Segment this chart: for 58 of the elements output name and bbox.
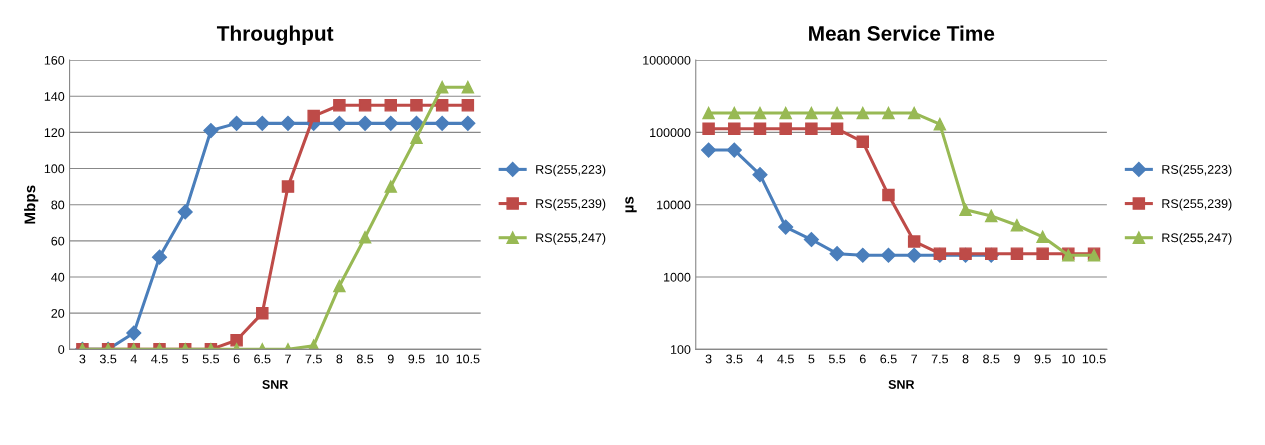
legend-label: RS(255,239) — [1162, 198, 1232, 211]
x-axis-title: SNR — [262, 380, 289, 389]
chart-title: Mean Service Time — [809, 25, 995, 41]
y-tick-label: 140 — [44, 92, 65, 101]
x-tick-label: 6 — [859, 354, 866, 364]
x-tick-label: 10 — [436, 354, 449, 364]
y-tick-label: 20 — [51, 308, 65, 318]
y-tick-label: 1000000 — [643, 55, 691, 65]
y-axis-title: Mbps — [24, 185, 39, 224]
y-tick-label: 1000 — [664, 272, 691, 282]
x-tick-label: 3.5 — [726, 354, 743, 364]
y-tick-label: 120 — [44, 128, 65, 138]
y-tick-label: 60 — [51, 236, 65, 246]
legend-label: RS(255,247) — [1162, 233, 1232, 245]
x-tick-label: 8 — [336, 354, 343, 364]
x-tick-label: 6 — [233, 354, 240, 364]
x-tick-label: 8 — [962, 354, 969, 364]
legend-label: RS(255,223) — [1162, 164, 1232, 177]
legend-label: RS(255,247) — [536, 233, 606, 245]
x-tick-label: 5 — [808, 354, 815, 364]
x-tick-label: 3.5 — [99, 354, 117, 364]
x-tick-label: 7 — [285, 354, 291, 364]
x-tick-label: 7.5 — [931, 354, 949, 364]
x-tick-label: 9.5 — [408, 354, 425, 364]
x-tick-label: 9 — [1014, 354, 1020, 364]
x-tick-label: 3 — [705, 354, 712, 364]
y-tick-label: 100 — [670, 345, 691, 354]
x-tick-label: 7 — [911, 354, 918, 364]
legend-label: RS(255,239) — [536, 198, 606, 211]
x-axis-title: SNR — [888, 380, 915, 389]
x-tick-label: 6.5 — [254, 354, 271, 364]
x-tick-label: 6.5 — [880, 354, 897, 364]
x-tick-label: 5.5 — [202, 354, 220, 364]
x-tick-label: 9.5 — [1034, 354, 1051, 364]
x-tick-label: 4.5 — [777, 354, 794, 364]
x-tick-label: 7.5 — [305, 354, 322, 364]
x-tick-label: 4.5 — [151, 354, 168, 364]
x-tick-label: 10.5 — [1082, 354, 1106, 364]
x-tick-label: 4 — [756, 354, 764, 364]
chart-title: Throughput — [216, 25, 334, 46]
x-tick-label: 10 — [1062, 354, 1075, 364]
y-tick-label: 0 — [58, 345, 65, 354]
y-tick-label: 10000 — [657, 200, 691, 210]
x-tick-label: 10.5 — [456, 354, 480, 364]
x-tick-label: 5.5 — [828, 354, 846, 364]
x-tick-label: 8.5 — [983, 354, 1000, 364]
y-tick-label: 100000 — [650, 128, 691, 138]
legend-label: RS(255,223) — [536, 164, 606, 177]
x-tick-label: 8.5 — [356, 354, 374, 364]
x-tick-label: 9 — [387, 354, 394, 364]
y-tick-label: 100 — [44, 164, 65, 174]
x-tick-label: 5 — [182, 354, 189, 364]
y-axis-title: µs — [625, 196, 637, 213]
y-tick-label: 160 — [44, 55, 65, 65]
y-tick-label: 40 — [51, 272, 65, 282]
x-tick-label: 4 — [130, 354, 137, 364]
y-tick-label: 80 — [51, 200, 65, 210]
x-tick-label: 3 — [79, 354, 86, 364]
